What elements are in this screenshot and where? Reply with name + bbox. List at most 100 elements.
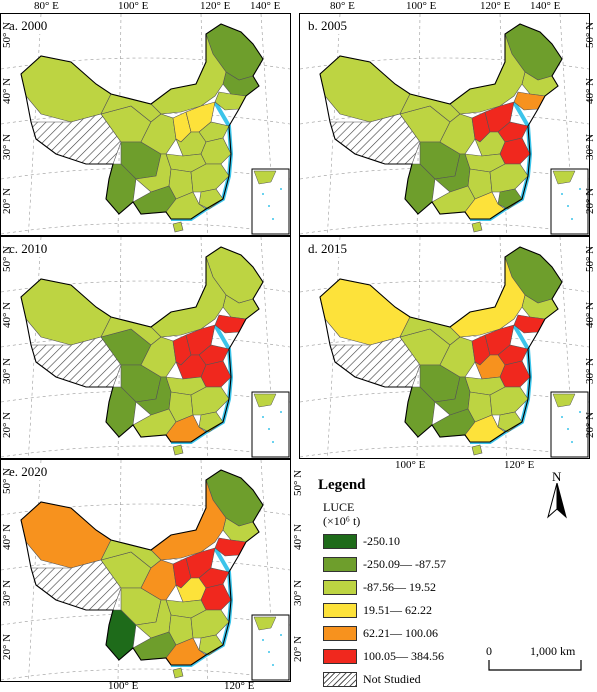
graticule-line	[559, 237, 575, 458]
inset-land	[253, 170, 277, 185]
tick-right: 20° N	[584, 411, 596, 438]
legend-label: -250.09— -87.57	[363, 557, 446, 571]
region-hainan	[172, 444, 184, 456]
inset-island	[280, 634, 282, 636]
scale-start: 0	[486, 644, 492, 658]
tick-left: 20° N	[1, 411, 13, 438]
region-ningxia_shaanxi	[140, 336, 177, 378]
tick-bottom: 100° E	[395, 459, 426, 471]
north-arrow-icon	[547, 483, 567, 519]
region-fujian	[497, 188, 523, 210]
region-fujian	[198, 634, 224, 656]
inset-island	[280, 411, 282, 413]
map-2010	[1, 237, 290, 458]
tick-bottom: 120° E	[504, 459, 535, 471]
inset-island	[280, 188, 282, 190]
graticule-line	[260, 237, 276, 458]
legend-item: 19.51— 62.22	[323, 603, 432, 618]
tick-left: 40° N	[1, 301, 13, 328]
map-panel-2020: e. 2020	[0, 459, 291, 682]
tick-right: 50° N	[584, 245, 596, 272]
inset-island	[262, 416, 264, 418]
scale-end: 1,000 km	[530, 644, 576, 658]
graticule-line	[559, 14, 575, 235]
inset-island	[268, 205, 270, 207]
legend-item: -250.09— -87.57	[323, 557, 446, 572]
inset-island	[272, 218, 274, 220]
tick-right: 30° N	[292, 579, 304, 606]
tick-left: 40° N	[1, 523, 13, 550]
tick-right: 20° N	[584, 187, 596, 214]
inset-land	[253, 616, 277, 631]
graticule-line	[300, 222, 589, 235]
legend-item: 62.21— 100.06	[323, 626, 438, 641]
region-jiangxi_zhejiang	[489, 163, 529, 193]
tick-top: 140° E	[530, 0, 561, 12]
legend-label: -250.10	[363, 534, 400, 548]
inset-land	[552, 393, 576, 408]
graticule-line	[1, 668, 290, 681]
inset-island	[567, 428, 569, 430]
north-arrow: N	[544, 469, 570, 519]
region-xinjiang	[319, 55, 411, 123]
tick-left: 20° N	[1, 187, 13, 214]
panel-label: e. 2020	[7, 464, 50, 480]
panel-label: d. 2015	[306, 241, 349, 257]
national-border	[20, 23, 264, 220]
inset-island	[571, 218, 573, 220]
region-ningxia_shaanxi	[439, 336, 476, 378]
tick-left: 40° N	[1, 77, 13, 104]
region-ningxia_shaanxi	[439, 113, 476, 155]
inset-island	[579, 188, 581, 190]
map-panel-2010: c. 2010	[0, 236, 291, 459]
national-border	[20, 469, 264, 666]
graticule-line	[260, 14, 276, 235]
north-label: N	[552, 469, 562, 484]
legend-label: 62.21— 100.06	[363, 626, 438, 640]
region-hainan	[172, 667, 184, 679]
tick-bottom: 100° E	[108, 680, 139, 692]
region-xinjiang	[319, 278, 411, 346]
region-hainan	[471, 444, 483, 456]
national-border	[20, 246, 264, 443]
national-border	[319, 246, 563, 443]
tick-right: 30° N	[584, 133, 596, 160]
tick-right: 40° N	[584, 77, 596, 104]
tick-top: 80° E	[330, 0, 355, 12]
tick-top: 100° E	[118, 0, 149, 12]
legend-swatch	[323, 603, 357, 618]
legend-swatch	[323, 534, 357, 549]
region-xinjiang	[20, 501, 112, 569]
legend-swatch	[323, 649, 357, 664]
tick-bottom: 120° E	[224, 680, 255, 692]
tick-left: 20° N	[1, 633, 13, 660]
legend-label: Not Studied	[363, 672, 421, 686]
legend-label: -87.56— 19.52	[363, 580, 436, 594]
legend-label: 100.05— 384.56	[363, 649, 444, 663]
legend-item: -250.10	[323, 534, 400, 549]
tick-right: 20° N	[292, 635, 304, 662]
region-fujian	[198, 188, 224, 210]
tick-right: 50° N	[292, 469, 304, 496]
map-panel-2000: a. 2000	[0, 13, 291, 236]
legend-swatch	[323, 557, 357, 572]
tick-left: 30° N	[1, 579, 13, 606]
inset-island	[567, 205, 569, 207]
legend-item: 100.05— 384.56	[323, 649, 444, 664]
map-panel-2005: b. 2005	[299, 13, 590, 236]
legend-item: Not Studied	[323, 672, 421, 687]
region-ningxia_shaanxi	[140, 559, 177, 601]
inset-land	[253, 393, 277, 408]
tick-right: 30° N	[584, 357, 596, 384]
panel-label: a. 2000	[7, 18, 50, 34]
map-2020	[1, 460, 290, 681]
region-hainan	[471, 221, 483, 233]
graticule-line	[1, 445, 290, 458]
inset-island	[571, 441, 573, 443]
panel-label: c. 2010	[7, 241, 50, 257]
map-panel-2015: d. 2015	[299, 236, 590, 459]
legend-swatch	[323, 626, 357, 641]
region-hainan	[172, 221, 184, 233]
inset-island	[272, 664, 274, 666]
national-border	[319, 23, 563, 220]
